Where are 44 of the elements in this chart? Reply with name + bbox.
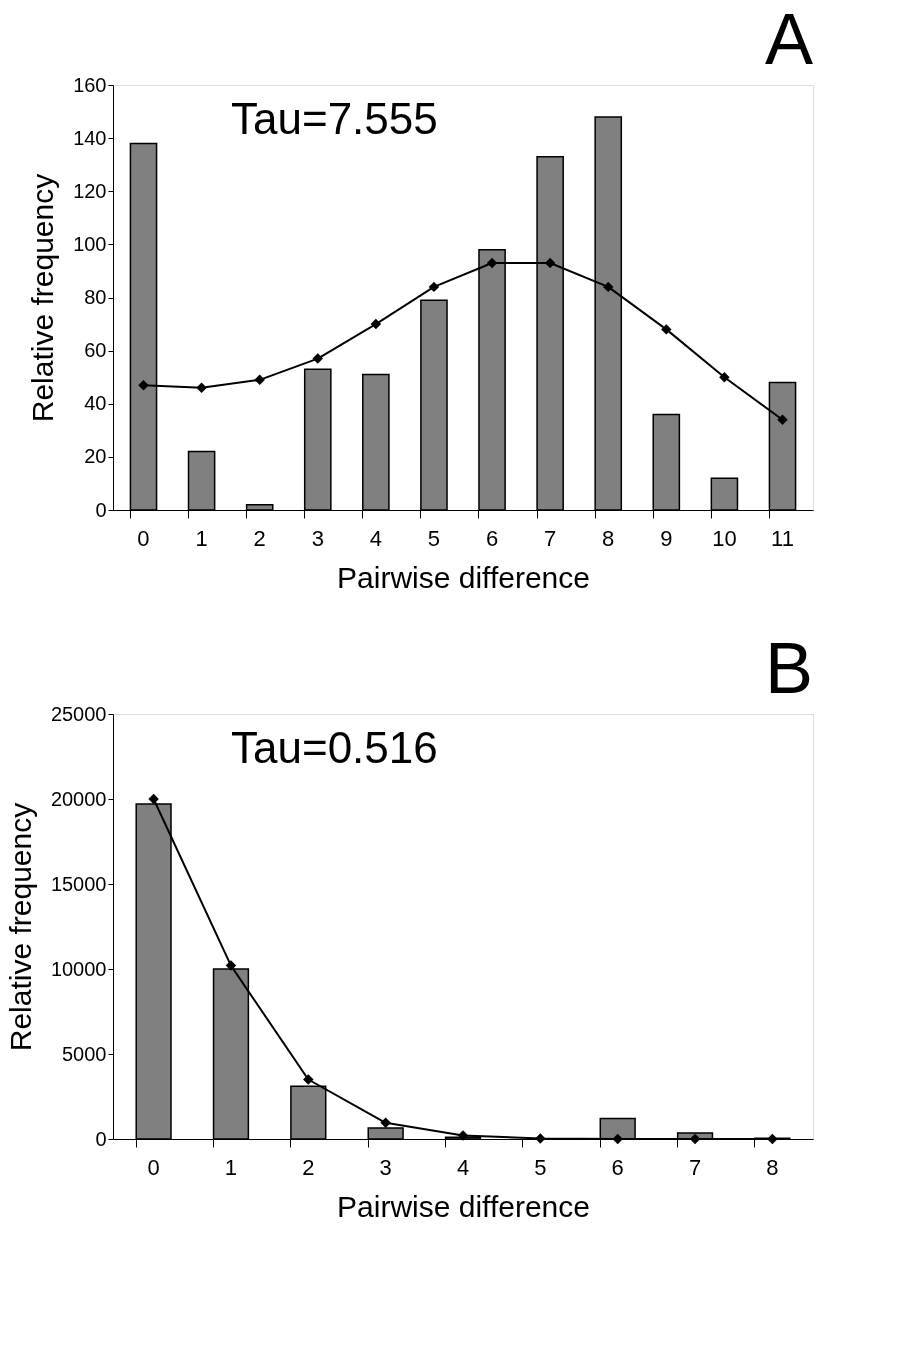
y-tick-label: 40 (84, 392, 107, 415)
chart-title: A (764, 0, 813, 79)
y-tick-label: 20 (84, 445, 107, 468)
y-tick-label: 120 (73, 179, 107, 202)
x-tick-label: 2 (253, 525, 266, 551)
y-tick-label: 0 (95, 498, 107, 521)
y-tick-label: 25000 (50, 702, 107, 725)
x-tick-label: 1 (195, 525, 208, 551)
y-tick-label: 5000 (62, 1042, 107, 1065)
y-tick-label: 0 (95, 1127, 107, 1150)
x-tick-label: 9 (660, 525, 673, 551)
chart-title: B (764, 628, 813, 708)
y-tick-label: 15000 (50, 872, 107, 895)
x-tick-label: 10 (712, 525, 737, 551)
x-tick-label: 1 (224, 1154, 238, 1180)
y-tick-label: 160 (73, 73, 107, 96)
y-tick-label: 100 (73, 232, 107, 255)
annotation: Tau=7.555 (231, 94, 438, 143)
x-tick-label: 7 (544, 525, 557, 551)
x-axis-title: Pairwise difference (337, 560, 590, 594)
x-tick-label: 4 (456, 1154, 470, 1180)
x-tick-label: 8 (602, 525, 615, 551)
x-tick-label: 7 (688, 1154, 702, 1180)
y-axis-title: Relative frequency (26, 173, 60, 423)
y-tick-label: 60 (84, 339, 107, 362)
x-tick-label: 3 (379, 1154, 392, 1180)
annotation: Tau=0.516 (231, 723, 438, 772)
x-tick-label: 5 (534, 1154, 547, 1180)
y-tick-label: 10000 (50, 957, 107, 980)
x-tick-label: 8 (766, 1154, 779, 1180)
x-tick-label: 0 (137, 525, 150, 551)
y-tick-label: 80 (84, 286, 107, 308)
y-axis-title: Relative frequency (3, 802, 37, 1052)
x-tick-label: 0 (147, 1154, 160, 1180)
x-tick-label: 6 (611, 1154, 624, 1180)
y-tick-label: 140 (73, 126, 107, 149)
x-tick-label: 3 (311, 525, 324, 551)
x-tick-label: 4 (369, 525, 382, 551)
x-axis-title: Pairwise difference (337, 1189, 590, 1223)
x-tick-label: 2 (302, 1154, 315, 1180)
x-tick-label: 11 (771, 525, 794, 551)
y-tick-label: 20000 (50, 787, 107, 810)
x-tick-label: 5 (427, 525, 441, 551)
x-tick-label: 6 (485, 525, 499, 551)
